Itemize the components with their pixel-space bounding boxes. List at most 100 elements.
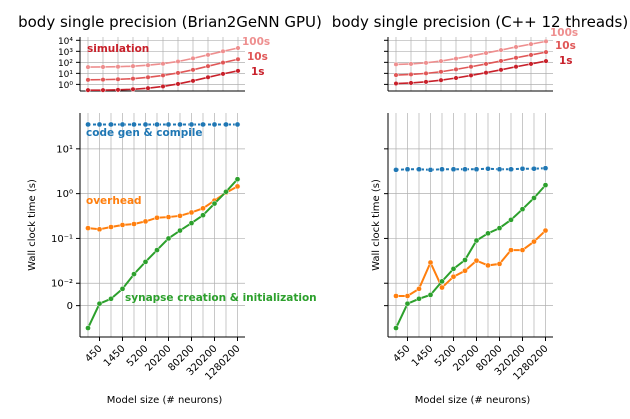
y-tick-label: 10¹ (58, 70, 73, 80)
left-panel-title: body single precision (Brian2GeNN GPU) (18, 13, 322, 31)
data-point-synapse (165, 235, 172, 242)
data-point-sim_light (190, 55, 196, 61)
data-point-sim_mid (453, 66, 459, 72)
data-point-codegen (142, 121, 149, 128)
data-point-overhead (542, 227, 549, 234)
data-point-codegen (211, 121, 218, 128)
data-point-overhead (131, 221, 137, 227)
data-point-sim_dark (438, 77, 444, 83)
data-point-synapse (96, 300, 103, 307)
data-point-codegen (427, 166, 434, 173)
data-point-sim_dark (393, 80, 399, 87)
y-tick-label: 10¹ (56, 144, 73, 155)
series-label: 10s (247, 51, 268, 63)
data-point-synapse (542, 182, 549, 188)
data-point-overhead (142, 218, 149, 225)
data-point-overhead (531, 238, 537, 245)
data-point-synapse (200, 212, 206, 219)
data-point-sim_light (393, 61, 399, 67)
data-point-synapse (188, 220, 195, 226)
data-point-sim_light (423, 60, 429, 66)
data-point-sim_light (145, 62, 151, 68)
data-point-sim_mid (468, 64, 474, 70)
data-point-synapse (234, 176, 241, 183)
data-point-sim_dark (145, 85, 151, 91)
data-point-synapse (177, 227, 183, 234)
data-point-sim_dark (423, 79, 429, 85)
data-point-overhead (200, 205, 206, 212)
data-point-overhead (496, 261, 503, 267)
data-point-sim_dark (408, 80, 414, 86)
series-label: 1s (251, 66, 265, 78)
y-tick-label: 10² (58, 59, 73, 69)
data-point-overhead (485, 262, 491, 269)
data-point-sim_dark (468, 72, 474, 78)
data-point-codegen (119, 121, 126, 128)
data-point-codegen (542, 165, 549, 172)
data-point-sim_light (235, 45, 241, 51)
data-point-overhead (177, 212, 183, 219)
data-point-sim_light (543, 38, 549, 44)
left-top-annotation-simulation: simulation (87, 43, 149, 55)
data-point-overhead (508, 247, 514, 253)
data-point-sim_dark (160, 83, 166, 89)
data-point-codegen (165, 121, 172, 128)
data-point-sim_mid (160, 72, 166, 78)
series-label: 100s (550, 27, 578, 39)
data-point-synapse (404, 300, 411, 307)
data-point-overhead (416, 285, 422, 292)
data-point-synapse (485, 230, 491, 237)
data-point-sim_mid (175, 70, 181, 76)
data-point-sim_dark (175, 81, 181, 87)
left-bottom-annotation-synapse: synapse creation & initialization (125, 292, 317, 304)
series-label: 1s (559, 55, 573, 67)
data-point-synapse (473, 237, 480, 244)
data-point-sim_light (513, 44, 519, 50)
series-label: 100s (242, 36, 270, 48)
y-tick-label: 10⁻¹ (51, 234, 73, 245)
data-point-codegen (154, 121, 160, 128)
data-point-codegen (531, 165, 537, 172)
data-point-sim_dark (453, 75, 459, 81)
data-point-sim_light (160, 61, 166, 67)
data-point-sim_mid (190, 67, 196, 73)
data-point-sim_mid (205, 63, 211, 69)
data-point-sim_mid (130, 76, 136, 82)
data-point-synapse (519, 206, 526, 213)
data-point-synapse (450, 265, 457, 272)
y-tick-label: 10⁴ (58, 37, 73, 47)
data-point-synapse (427, 292, 434, 298)
data-point-overhead (234, 183, 241, 190)
data-point-sim_light (130, 63, 136, 69)
data-point-sim_mid (423, 70, 429, 76)
data-point-overhead (519, 247, 526, 253)
data-point-sim_dark (100, 87, 106, 93)
data-point-sim_dark (85, 87, 91, 93)
data-point-synapse (496, 225, 503, 231)
right-panel-title: body single precision (C++ 12 threads) (332, 13, 628, 31)
data-point-overhead (473, 257, 480, 264)
data-point-synapse (211, 200, 218, 207)
data-point-synapse (223, 188, 229, 195)
data-point-codegen (188, 121, 195, 128)
data-point-sim_mid (543, 49, 549, 55)
data-point-sim_mid (85, 77, 91, 83)
data-point-sim_mid (498, 58, 504, 64)
data-point-codegen (108, 121, 114, 128)
data-point-synapse (416, 295, 422, 302)
data-point-sim_light (85, 64, 91, 70)
data-point-overhead (393, 293, 399, 299)
y-tick-label: 10⁰ (56, 189, 73, 200)
data-point-overhead (439, 284, 445, 291)
data-point-codegen (234, 121, 241, 128)
data-point-overhead (404, 293, 411, 299)
x-tick-label: 1450 (410, 343, 436, 369)
data-point-codegen (439, 166, 445, 173)
data-point-sim_mid (513, 55, 519, 61)
data-point-synapse (142, 259, 149, 265)
data-point-sim_mid (483, 61, 489, 67)
data-point-synapse (462, 257, 468, 263)
data-point-synapse (508, 216, 514, 223)
data-point-sim_mid (115, 76, 121, 82)
